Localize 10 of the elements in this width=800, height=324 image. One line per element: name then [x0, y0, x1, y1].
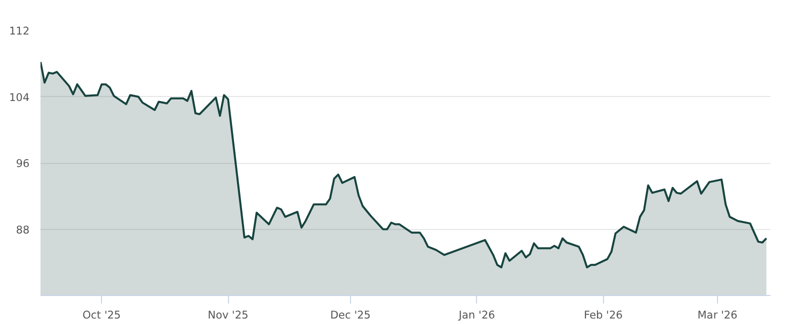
y-tick-label: 112: [9, 24, 30, 38]
x-tick-label: Dec '25: [330, 308, 371, 322]
x-tick-label: Nov '25: [208, 308, 248, 322]
x-tick-label: Jan '26: [458, 308, 496, 322]
x-tick-label: Feb '26: [584, 308, 623, 322]
x-tick-label: Oct '25: [82, 308, 121, 322]
x-tick-label: Mar '26: [697, 308, 738, 322]
y-tick-label: 88: [16, 223, 30, 236]
y-tick-label: 96: [16, 157, 30, 170]
y-tick-label: 104: [9, 90, 30, 104]
